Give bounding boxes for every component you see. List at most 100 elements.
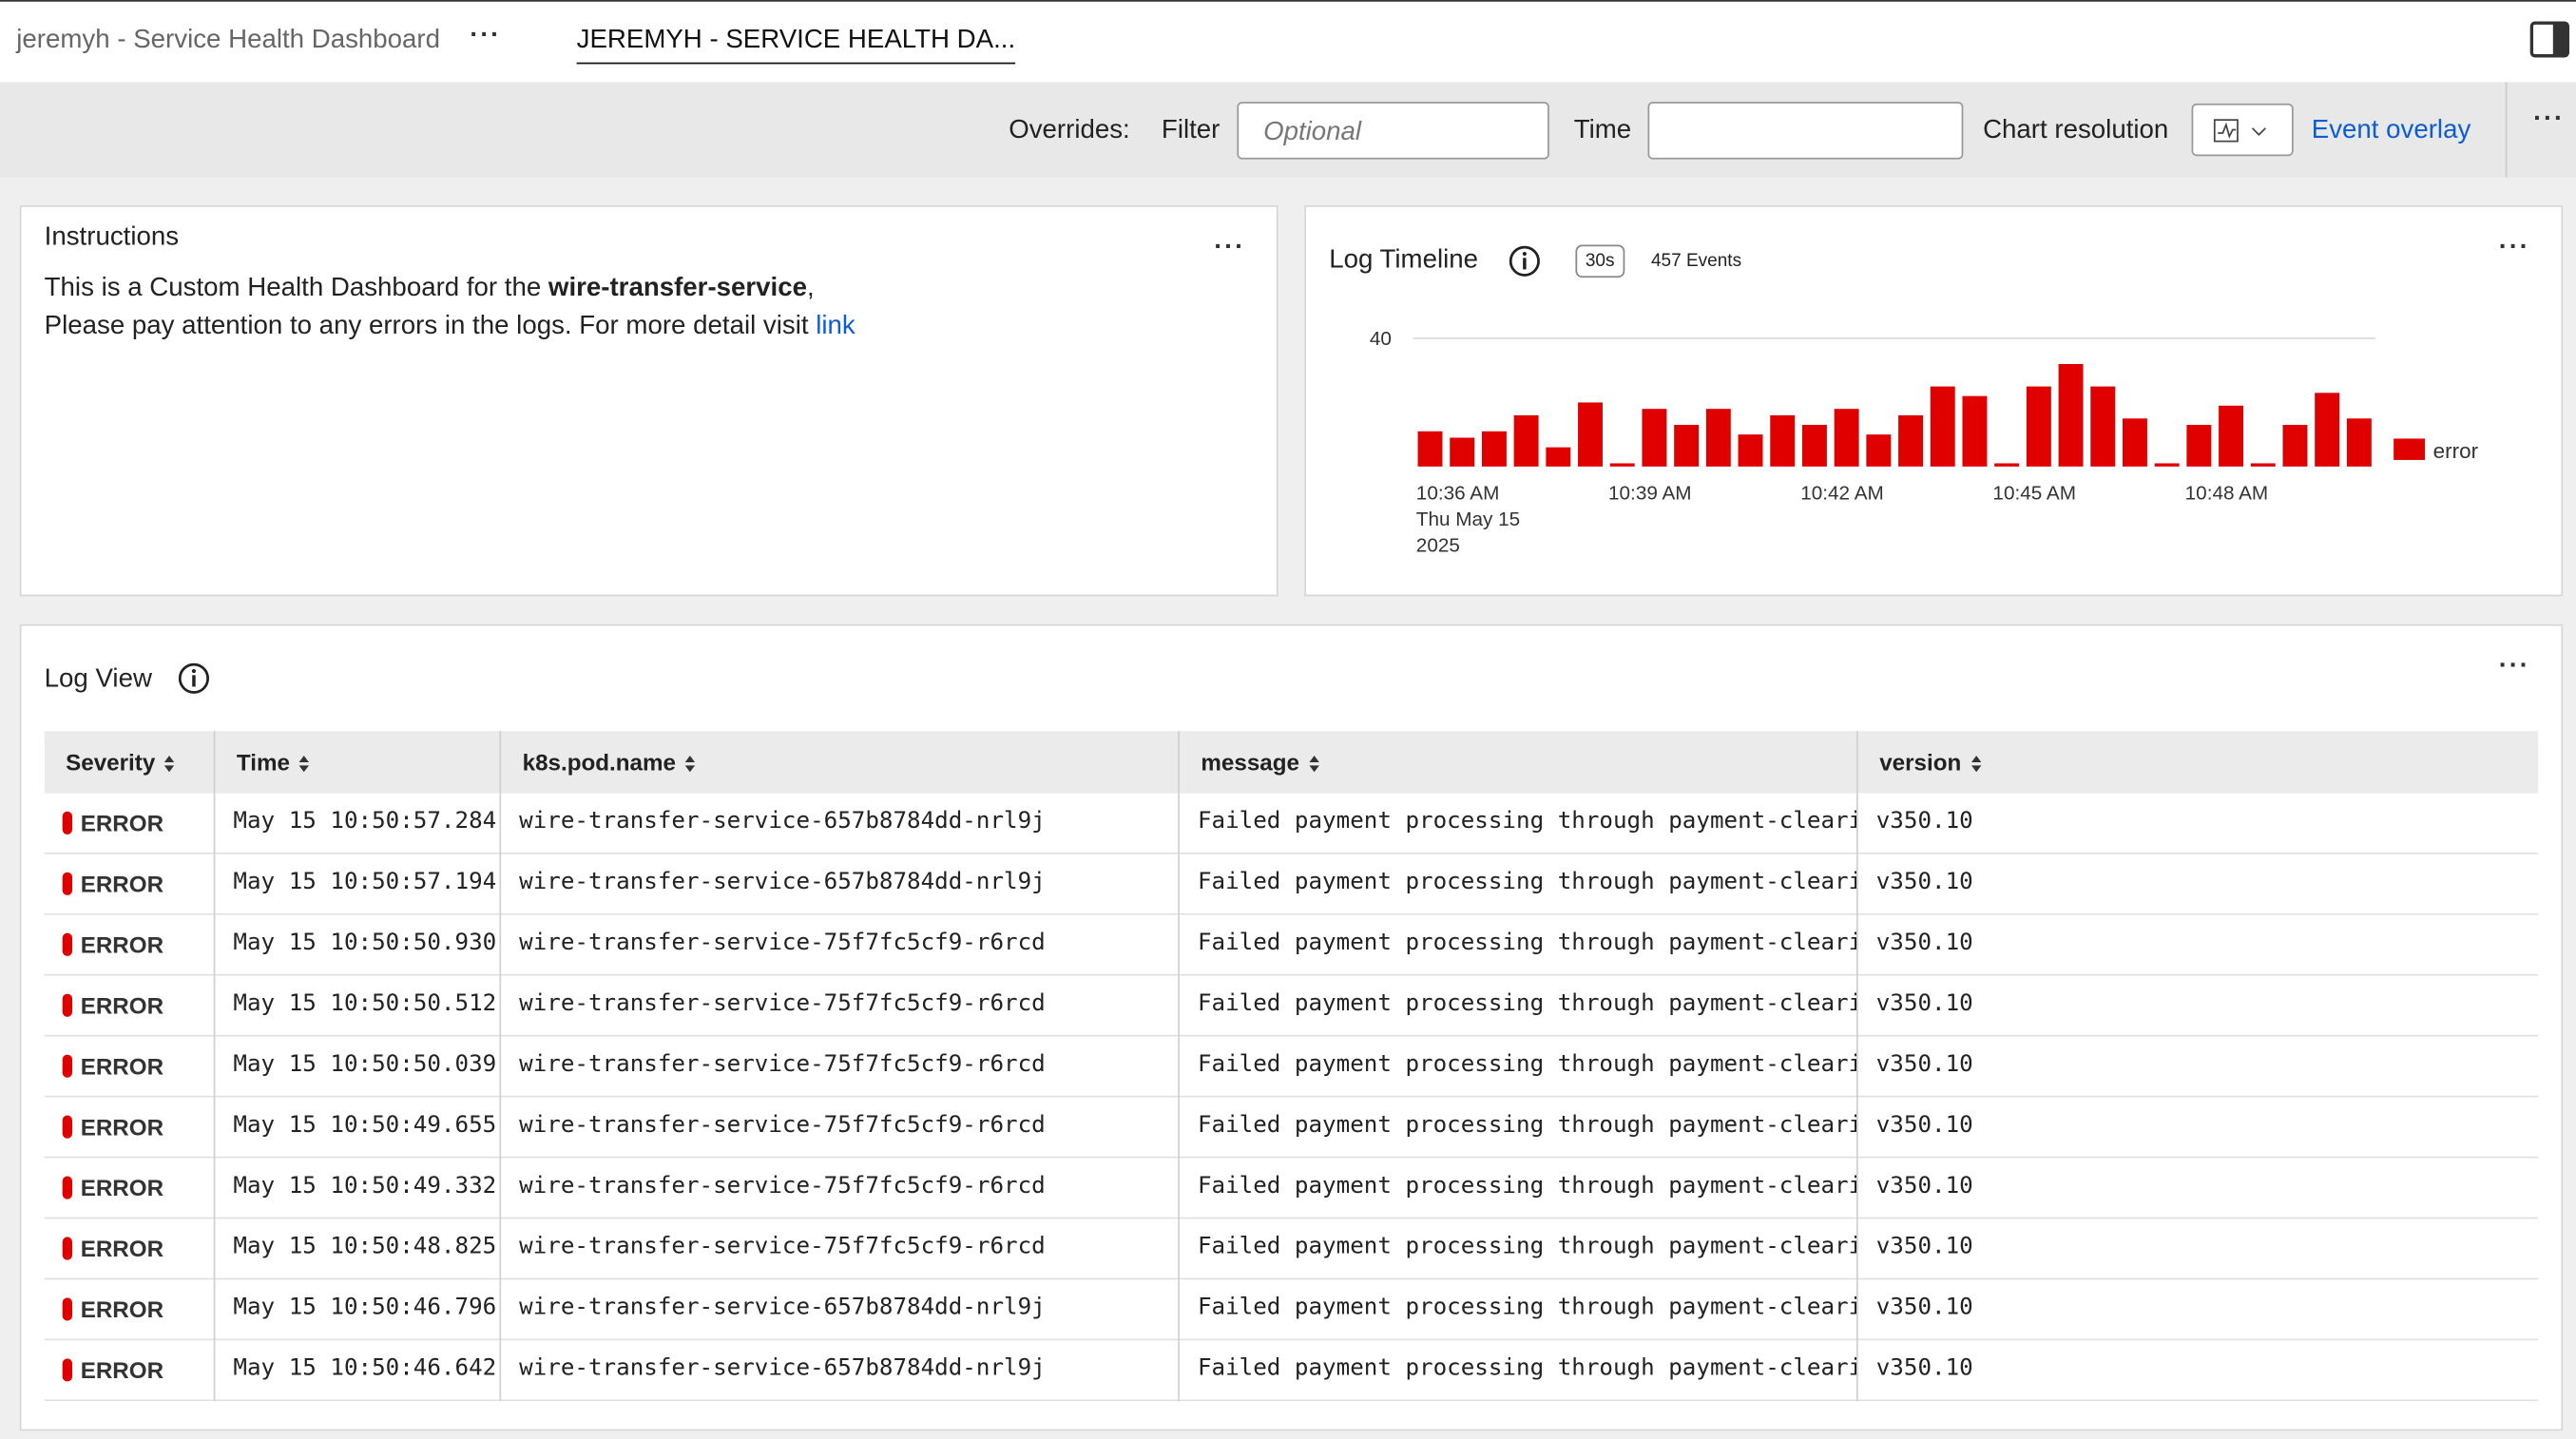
cell-text: v350.10	[1875, 930, 1973, 956]
instructions-line: This is a Custom Health Dashboard for th…	[45, 275, 815, 304]
column-header[interactable]: message	[1178, 731, 1856, 794]
sort-icon[interactable]	[1970, 756, 1983, 773]
table-row: ERROR May 15 10:50:49.332 wire-transfer-se…	[44, 1158, 2539, 1219]
cell-text: wire-transfer-service-75f7fc5cf9-r6rcd	[519, 990, 1046, 1017]
table-cell: Failed payment processing through paymen…	[1178, 914, 1856, 976]
top-bar: jeremyh - Service Health Dashboard ··· J…	[0, 0, 2576, 83]
severity-indicator	[62, 1115, 73, 1139]
cell-text: May 15 10:50:48.825	[233, 1233, 497, 1260]
table-cell: Failed payment processing through paymen…	[1178, 975, 1856, 1037]
info-icon[interactable]	[1509, 245, 1542, 278]
table-cell: wire-transfer-service-657b8784dd-nrl9j	[499, 1279, 1178, 1341]
column-header[interactable]: Severity	[45, 731, 214, 794]
severity: ERROR	[80, 1113, 164, 1141]
more-menu[interactable]: ···	[470, 21, 502, 49]
severity: ERROR	[80, 810, 164, 836]
cell-text: Failed payment processing through paymen…	[1197, 1233, 1857, 1260]
cell-text: Failed payment processing through paymen…	[1197, 869, 1857, 895]
cell-text: May 15 10:50:50.039	[233, 1051, 497, 1078]
table-cell: May 15 10:50:48.825	[213, 1218, 500, 1280]
table-cell: May 15 10:50:50.930	[213, 914, 500, 976]
table-cell: May 15 10:50:46.796	[213, 1279, 500, 1341]
table-cell: v350.10	[1856, 914, 2538, 976]
event-overlay-link[interactable]: Event overlay	[2311, 116, 2471, 145]
table-row: ERROR May 15 10:50:48.825 wire-transfer-se…	[44, 1218, 2539, 1280]
severity-indicator	[62, 932, 73, 956]
sort-icon[interactable]	[685, 756, 697, 773]
resolution-dropdown[interactable]	[2191, 103, 2294, 157]
cell-text: v350.10	[1875, 808, 1973, 835]
cell-text: May 15 10:50:46.642	[233, 1354, 497, 1382]
dashboard-group[interactable]: jeremyh - Service Health Dashboard	[16, 26, 441, 55]
filter-placeholder: Optional	[1263, 118, 1362, 146]
table-cell: wire-transfer-service-75f7fc5cf9-r6rcd	[499, 975, 1178, 1037]
text: This is a Custom Health Dashboard for th…	[44, 274, 548, 303]
table-row: ERROR May 15 10:50:46.796 wire-transfer-se…	[44, 1279, 2539, 1341]
chart-resolution-label: Chart resolution	[1983, 116, 2169, 145]
cell-text: v350.10	[1875, 1051, 1973, 1078]
cell-text: wire-transfer-service-657b8784dd-nrl9j	[519, 1354, 1046, 1382]
panel-more[interactable]: ···	[2498, 652, 2530, 681]
table-cell: v350.10	[1856, 854, 2538, 915]
table-cell: v350.10	[1856, 793, 2538, 854]
divider	[2505, 82, 2508, 178]
cell-text: v350.10	[1875, 1294, 1973, 1321]
table-cell: ERROR	[45, 854, 214, 915]
table-cell: v350.10	[1856, 1036, 2538, 1098]
sort-icon[interactable]	[299, 756, 311, 773]
table-cell: wire-transfer-service-75f7fc5cf9-r6rcd	[499, 914, 1178, 976]
sort-icon[interactable]	[1309, 756, 1320, 773]
info-icon[interactable]	[178, 662, 211, 696]
column-title: Severity	[66, 749, 177, 776]
dropdown-icon	[2213, 119, 2266, 143]
severity-indicator	[62, 872, 73, 895]
dashboard-tab[interactable]: JEREMYH - SERVICE HEALTH DA...	[576, 27, 1016, 65]
table-cell: Failed payment processing through paymen…	[1178, 854, 1856, 915]
panel-title: Instructions	[44, 223, 180, 252]
column-header[interactable]: k8s.pod.name	[499, 731, 1178, 794]
table-cell: v350.10	[1856, 1340, 2538, 1402]
table-cell: wire-transfer-service-75f7fc5cf9-r6rcd	[499, 1158, 1178, 1219]
cell-text: wire-transfer-service-75f7fc5cf9-r6rcd	[519, 930, 1046, 956]
cell-text: May 15 10:50:49.655	[233, 1112, 497, 1139]
severity: ERROR	[80, 1052, 164, 1080]
instructions-panel: Instructions ··· This is a Custom Health…	[19, 205, 1278, 597]
severity-indicator	[62, 1054, 73, 1078]
table-cell: May 15 10:50:50.512	[213, 975, 500, 1037]
cell-text: May 15 10:50:50.512	[233, 990, 497, 1017]
filter-input[interactable]: Optional	[1237, 102, 1549, 160]
toolbar-more[interactable]: ···	[2533, 105, 2565, 133]
time-input[interactable]	[1647, 102, 1964, 160]
panel-more[interactable]: ···	[2498, 233, 2530, 261]
panel-more[interactable]: ···	[1214, 233, 1246, 261]
cell-text: wire-transfer-service-657b8784dd-nrl9j	[519, 1294, 1046, 1321]
severity: ERROR	[80, 931, 164, 958]
table-cell: ERROR	[45, 1279, 214, 1340]
column-title: Time	[237, 749, 312, 776]
severity-indicator	[62, 811, 73, 835]
table-cell: Failed payment processing through paymen…	[1178, 1097, 1856, 1159]
table-cell: ERROR	[45, 1037, 214, 1098]
table-cell: v350.10	[1856, 1158, 2538, 1219]
link[interactable]: link	[816, 312, 855, 340]
table-cell: ERROR	[45, 1218, 214, 1279]
severity: ERROR	[80, 1295, 164, 1323]
cell-text: May 15 10:50:57.194	[233, 869, 497, 895]
table-cell: Failed payment processing through paymen…	[1178, 1036, 1856, 1098]
table-row: ERROR May 15 10:50:50.512 wire-transfer-se…	[44, 975, 2539, 1037]
column-header[interactable]: Time	[213, 731, 500, 794]
severity: ERROR	[80, 1235, 164, 1262]
column-title: version	[1879, 749, 1983, 776]
table-cell: Failed payment processing through paymen…	[1178, 1340, 1856, 1402]
cell-text: Failed payment processing through paymen…	[1197, 808, 1857, 835]
table-cell: Failed payment processing through paymen…	[1178, 1218, 1857, 1280]
severity-indicator	[62, 993, 73, 1017]
table-cell: May 15 10:50:46.642	[213, 1340, 500, 1402]
table-row: ERROR May 15 10:50:50.039 wire-transfer-se…	[44, 1036, 2539, 1098]
instructions-line: Please pay attention to any errors in th…	[45, 312, 855, 341]
panel-toggle-icon[interactable]	[2529, 21, 2570, 58]
sort-icon[interactable]	[164, 756, 177, 773]
log-table: Severity Time k8s.pod.name message version ER…	[44, 731, 2539, 1402]
table-cell: ERROR	[45, 976, 214, 1037]
column-header[interactable]: version	[1856, 731, 2538, 794]
